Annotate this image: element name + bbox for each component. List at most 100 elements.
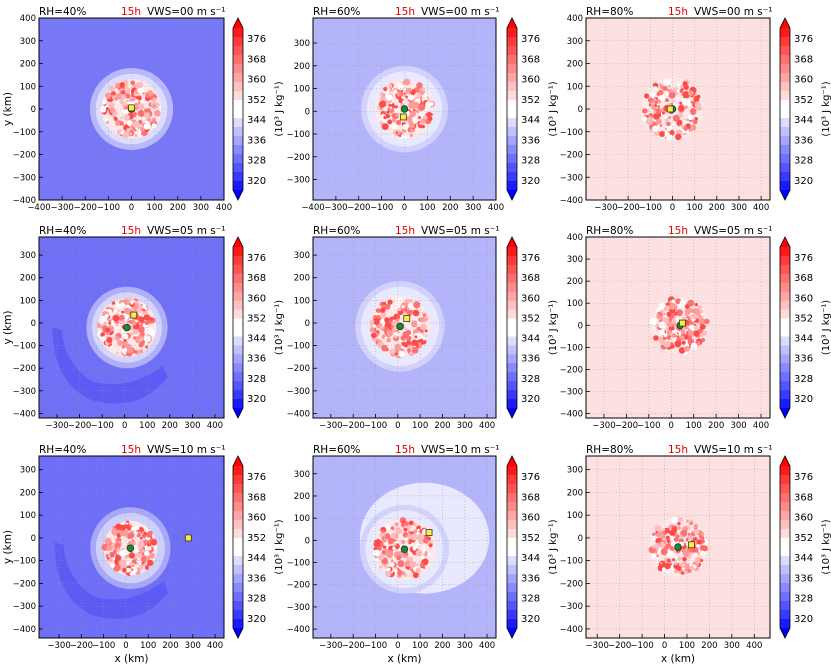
colorbar-outline xyxy=(506,17,518,201)
speckle xyxy=(671,299,676,304)
x-tick-label: −300 xyxy=(50,203,73,213)
x-tick-label: 400 xyxy=(753,421,769,431)
speckle xyxy=(390,562,395,567)
colorbar-segment xyxy=(780,354,790,364)
y-tick-label: −200 xyxy=(13,579,36,589)
colorbar-tick-label: 368 xyxy=(521,492,540,503)
speckle xyxy=(423,93,428,98)
colorbar-outline xyxy=(779,455,791,639)
colorbar-label: (10³ J kg⁻¹) xyxy=(274,81,285,136)
colorbar-segment xyxy=(507,583,517,593)
y-tick-label: −100 xyxy=(560,343,583,353)
colorbar-extend-bottom xyxy=(233,628,243,638)
speckle xyxy=(663,333,668,338)
speckle xyxy=(406,534,413,540)
speckle xyxy=(667,84,672,88)
speckle xyxy=(137,308,142,313)
y-tick-label: −300 xyxy=(560,602,583,612)
speckle xyxy=(150,539,157,546)
colorbar-tick-label: 376 xyxy=(247,34,266,45)
colorbar-segment xyxy=(507,372,517,382)
speckle xyxy=(104,537,112,545)
colorbar-extend-bottom xyxy=(507,628,517,638)
y-tick-label: 0 xyxy=(578,105,583,115)
speckle xyxy=(687,330,694,336)
colorbar-tick-label: 368 xyxy=(794,273,813,284)
colorbar-segment xyxy=(507,55,517,65)
colorbar-segment xyxy=(507,300,517,311)
speckle xyxy=(427,114,430,117)
colorbar-segment xyxy=(507,309,517,320)
time-title: 15h xyxy=(668,225,688,237)
x-tick-label: −200 xyxy=(68,421,91,431)
plot-area xyxy=(39,18,224,200)
speckle xyxy=(667,539,671,543)
colorbar-segment xyxy=(507,556,517,566)
panel-6: −300 −200 −100 0 100 200 300 4004003002001000−1… xyxy=(560,225,831,431)
speckle xyxy=(700,532,705,536)
x-tick-label: 100 xyxy=(419,203,435,213)
vws-title: VWS=05 m s⁻¹ xyxy=(421,225,500,237)
speckle xyxy=(122,567,127,573)
x-tick-label: −300 xyxy=(47,641,70,651)
colorbar-tick-label: 328 xyxy=(521,156,540,167)
colorbar-segment xyxy=(780,363,790,373)
y-tick-label: −300 xyxy=(287,176,310,186)
speckle xyxy=(683,126,688,131)
colorbar-segment xyxy=(780,73,790,83)
speckle xyxy=(108,102,115,109)
x-tick-label: −300 xyxy=(586,641,609,651)
plot-area xyxy=(313,237,496,418)
colorbar-segment xyxy=(780,309,790,320)
colorbar-segment xyxy=(507,28,517,38)
y-tick-label: −100 xyxy=(13,128,36,138)
colorbar-tick-label: 320 xyxy=(794,176,813,187)
speckle xyxy=(420,329,424,334)
speckle xyxy=(671,318,677,324)
colorbar: 376 368 360 352 344 336 328 320 (10³ J kg⁻¹) xyxy=(506,236,559,419)
speckle xyxy=(671,527,678,533)
speckle xyxy=(403,527,408,532)
speckle xyxy=(138,322,142,325)
speckle xyxy=(105,327,111,333)
core-speckles xyxy=(96,296,156,357)
colorbar-segment xyxy=(507,466,517,476)
colorbar-tick-label: 360 xyxy=(794,293,813,304)
speckle xyxy=(136,95,142,101)
speckle xyxy=(386,329,393,337)
panel-3: −300−200−100 0 100 200 300 4004003002001000−1… xyxy=(560,6,831,213)
speckle xyxy=(676,333,680,337)
y-tick-label: 200 xyxy=(294,492,310,502)
colorbar-segment xyxy=(780,154,790,164)
speckle xyxy=(372,317,380,325)
plot-area xyxy=(39,237,224,418)
colorbar-extend-top xyxy=(507,456,517,466)
colorbar-tick-label: 328 xyxy=(521,374,540,385)
speckle xyxy=(110,91,116,97)
colorbar-segment xyxy=(233,493,243,503)
speckle xyxy=(417,551,421,555)
speckle xyxy=(369,319,375,325)
speckle xyxy=(123,114,130,121)
colorbar-tick-label: 352 xyxy=(521,533,540,544)
speckle xyxy=(417,533,425,540)
colorbar-tick-label: 344 xyxy=(521,115,540,126)
colorbar-tick-label: 352 xyxy=(794,533,813,544)
rh-title: RH=40% xyxy=(39,444,86,456)
speckle xyxy=(116,546,120,550)
speckle xyxy=(667,558,671,563)
colorbar-tick-label: 352 xyxy=(794,313,813,324)
speckle xyxy=(664,305,671,311)
y-tick-label: 100 xyxy=(20,511,36,521)
speckle xyxy=(682,91,690,99)
x-tick-label: −300 xyxy=(594,203,617,213)
x-tick-label: 200 xyxy=(442,203,458,213)
colorbar-segment xyxy=(780,46,790,56)
speckle xyxy=(147,117,152,122)
vws-title: VWS=10 m s⁻¹ xyxy=(421,444,500,456)
y-tick-label: −100 xyxy=(560,557,583,567)
speckle xyxy=(425,334,428,337)
speckle xyxy=(421,87,425,91)
colorbar-segment xyxy=(507,91,517,101)
speckle xyxy=(684,311,690,316)
